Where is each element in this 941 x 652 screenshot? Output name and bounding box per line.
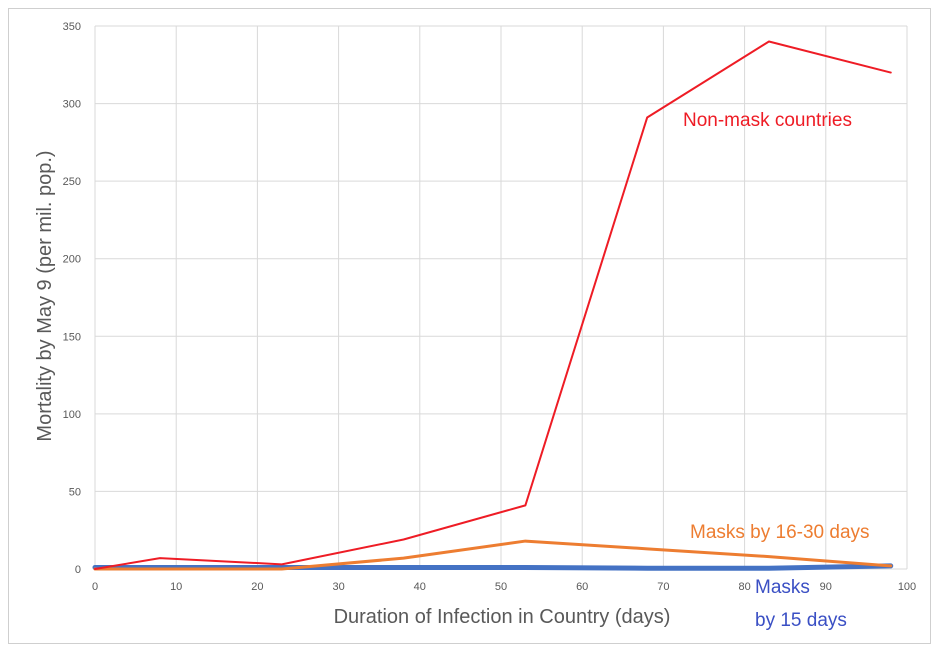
y-axis-title: Mortality by May 9 (per mil. pop.) xyxy=(34,150,56,441)
x-tick-label: 0 xyxy=(92,581,98,593)
series-line-0 xyxy=(94,40,892,570)
annotation-masks-15-line1: Masks xyxy=(755,577,810,598)
annotation-masks-15-line2: by 15 days xyxy=(755,610,847,631)
x-tick-label: 10 xyxy=(170,581,182,593)
x-tick-label: 60 xyxy=(576,581,588,593)
tick-labels: 0 10 20 30 40 50 60 70 80 90 100 0 50 100 150 200 250 300… xyxy=(63,21,917,593)
gridlines xyxy=(94,25,908,570)
y-tick-label: 100 xyxy=(63,409,81,421)
x-tick-label: 20 xyxy=(251,581,263,593)
series-lines xyxy=(92,40,894,571)
y-tick-label: 50 xyxy=(69,486,81,498)
x-axis-title: Duration of Infection in Country (days) xyxy=(334,606,671,628)
y-tick-label: 150 xyxy=(63,331,81,343)
x-tick-label: 50 xyxy=(495,581,507,593)
x-tick-label: 40 xyxy=(414,581,426,593)
y-tick-label: 250 xyxy=(63,176,81,188)
x-tick-label: 90 xyxy=(820,581,832,593)
x-tick-label: 80 xyxy=(738,581,750,593)
annotation-masks-16-30: Masks by 16-30 days xyxy=(690,522,870,543)
y-tick-label: 0 xyxy=(75,564,81,576)
series-line-2 xyxy=(92,563,894,571)
x-tick-label: 100 xyxy=(898,581,916,593)
x-tick-label: 30 xyxy=(332,581,344,593)
x-tick-label: 70 xyxy=(657,581,669,593)
y-tick-label: 350 xyxy=(63,21,81,33)
chart-frame xyxy=(8,8,931,644)
series-line-1 xyxy=(93,539,893,571)
y-tick-label: 200 xyxy=(63,254,81,266)
annotation-non-mask: Non-mask countries xyxy=(683,110,852,131)
y-tick-label: 300 xyxy=(63,99,81,111)
